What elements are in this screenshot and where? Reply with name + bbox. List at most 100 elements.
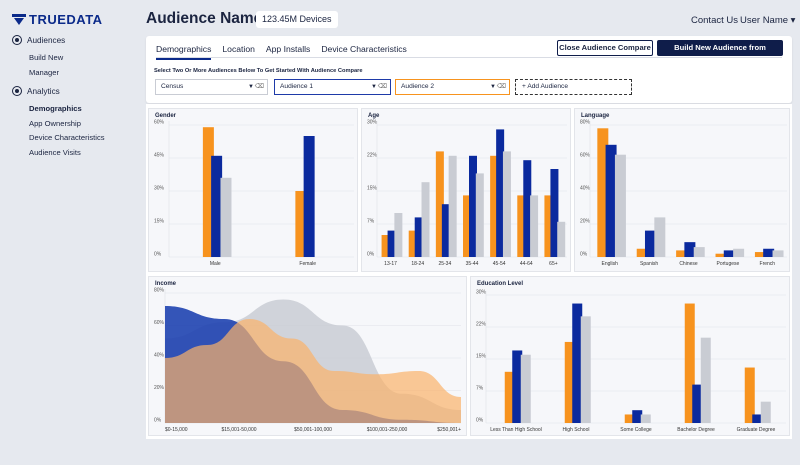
bar bbox=[640, 414, 651, 423]
bar bbox=[693, 247, 705, 257]
bar bbox=[394, 213, 403, 257]
bar bbox=[504, 371, 515, 423]
y-tick-label: 15% bbox=[154, 219, 165, 225]
nav-head-label: Audiences bbox=[27, 35, 66, 45]
bar bbox=[211, 155, 223, 257]
nav-head-analytics[interactable]: Analytics bbox=[12, 86, 105, 96]
y-tick-label: 22% bbox=[367, 153, 378, 159]
y-tick-label: 15% bbox=[367, 186, 378, 192]
nav-head-label: Analytics bbox=[27, 86, 60, 96]
bar bbox=[733, 248, 745, 257]
sidebar: TRUEDATA Audiences Build New Manager Ana… bbox=[0, 0, 140, 465]
sidebar-item-device-characteristics[interactable]: Device Characteristics bbox=[29, 133, 105, 142]
chart-title: Age bbox=[368, 113, 380, 119]
select-value: Census bbox=[161, 83, 184, 90]
y-tick-label: 15% bbox=[476, 354, 487, 360]
bar bbox=[550, 169, 559, 257]
y-tick-label: 80% bbox=[154, 288, 165, 294]
audience-select-1[interactable]: Audience 1 ▼ ⌫ bbox=[274, 79, 391, 95]
tab-app-installs[interactable]: App Installs bbox=[265, 44, 311, 54]
bar bbox=[624, 414, 635, 423]
bar bbox=[557, 221, 566, 257]
bar bbox=[636, 248, 648, 257]
education-chart: 0% 7% 15% 22% 30% Less Than High School High S… bbox=[476, 290, 786, 433]
clear-icon[interactable]: ⌫ bbox=[377, 83, 387, 90]
bar bbox=[684, 303, 695, 423]
x-tick-label: 44-64 bbox=[520, 261, 533, 267]
bar bbox=[564, 341, 575, 423]
x-tick-label: $15,001-50,000 bbox=[221, 427, 256, 433]
x-tick-label: $0-15,000 bbox=[165, 427, 188, 433]
audience-select-census[interactable]: Census ▼ ⌫ bbox=[155, 79, 268, 95]
bar bbox=[684, 242, 696, 257]
page-title: Audience Name bbox=[146, 10, 263, 27]
contact-us-link[interactable]: Contact Us bbox=[691, 15, 738, 26]
nav-group-audiences: Audiences Build New Manager bbox=[12, 35, 65, 80]
x-tick-label: Portugese bbox=[717, 261, 740, 267]
tab-demographics[interactable]: Demographics bbox=[156, 44, 212, 60]
bar bbox=[303, 136, 315, 257]
audience-select-2[interactable]: Audience 2 ▼ ⌫ bbox=[395, 79, 510, 95]
y-tick-label: 7% bbox=[367, 219, 375, 225]
select-value: Audience 1 bbox=[280, 83, 313, 90]
bar bbox=[772, 250, 784, 257]
bar bbox=[744, 367, 755, 423]
chart-title: Income bbox=[155, 281, 177, 287]
tab-location[interactable]: Location bbox=[222, 44, 255, 54]
close-audience-compare-button[interactable]: Close Audience Compare bbox=[557, 40, 653, 56]
bar bbox=[435, 151, 444, 257]
sidebar-item-manager[interactable]: Manager bbox=[29, 67, 59, 77]
bar bbox=[441, 204, 450, 257]
bar bbox=[202, 127, 214, 257]
sidebar-item-demographics[interactable]: Demographics bbox=[29, 104, 82, 113]
y-tick-label: 0% bbox=[154, 252, 162, 258]
bar bbox=[614, 154, 626, 257]
gender-chart-card: Gender 0% 15% 30% 45% 60% Male Female bbox=[148, 108, 358, 272]
x-tick-label: 13-17 bbox=[384, 261, 397, 267]
bar bbox=[692, 384, 703, 423]
bar bbox=[632, 410, 643, 423]
x-tick-label: Male bbox=[210, 261, 221, 267]
bar bbox=[220, 177, 232, 257]
sidebar-item-build-new[interactable]: Build New bbox=[29, 53, 64, 62]
bar bbox=[408, 230, 417, 257]
bar bbox=[475, 173, 484, 257]
add-audience-button[interactable]: + Add Audience bbox=[515, 79, 632, 95]
bar bbox=[530, 195, 539, 257]
sidebar-item-audience-visits[interactable]: Audience Visits bbox=[29, 147, 81, 157]
bar bbox=[723, 250, 735, 257]
nav-group-analytics: Analytics Demographics App Ownership Dev… bbox=[12, 86, 105, 160]
brand-logo[interactable]: TRUEDATA bbox=[12, 12, 103, 27]
user-menu[interactable]: User Name ▾ bbox=[740, 15, 796, 26]
area-series bbox=[165, 319, 461, 423]
sidebar-item-app-ownership[interactable]: App Ownership bbox=[29, 118, 81, 128]
bar bbox=[523, 160, 532, 257]
bar bbox=[295, 191, 307, 257]
x-tick-label: 18-24 bbox=[411, 261, 424, 267]
bar bbox=[512, 350, 523, 423]
y-tick-label: 30% bbox=[154, 186, 165, 192]
select-value: Audience 2 bbox=[401, 83, 434, 90]
age-chart: 0% 7% 15% 22% 30% 13-17 18-24 25-34 35-44 45-54 44… bbox=[367, 120, 567, 267]
brand-name: TRUEDATA bbox=[29, 12, 103, 27]
chevron-down-icon: ▼ bbox=[490, 84, 496, 90]
education-chart-card: Education Level 0% 7% 15% 22% 30% Less Than H… bbox=[470, 276, 790, 436]
chevron-down-icon: ▼ bbox=[248, 84, 254, 90]
chart-title: Language bbox=[581, 113, 610, 119]
y-tick-label: 45% bbox=[154, 153, 165, 159]
build-new-audience-button[interactable]: Build New Audience from Analytics bbox=[657, 40, 783, 68]
income-chart-card: Income 0% 20% 40% 60% 80% $0-15,000 $15,001-50… bbox=[148, 276, 467, 436]
nav-head-audiences[interactable]: Audiences bbox=[12, 35, 65, 45]
gender-chart: 0% 15% 30% 45% 60% Male Female bbox=[154, 120, 354, 267]
clear-icon[interactable]: ⌫ bbox=[496, 83, 506, 90]
x-tick-label: English bbox=[601, 261, 618, 267]
x-tick-label: High School bbox=[563, 427, 590, 433]
tab-divider bbox=[156, 57, 782, 58]
x-tick-label: 25-34 bbox=[438, 261, 451, 267]
clear-icon[interactable]: ⌫ bbox=[254, 83, 264, 90]
y-tick-label: 40% bbox=[580, 186, 591, 192]
bar bbox=[597, 128, 609, 257]
tab-device-characteristics[interactable]: Device Characteristics bbox=[321, 44, 407, 54]
income-chart: 0% 20% 40% 60% 80% $0-15,000 $15,001-50,000 $50… bbox=[154, 288, 461, 434]
language-chart: 0% 20% 40% 60% 80% English Spanish Chinese Portu… bbox=[580, 120, 787, 267]
